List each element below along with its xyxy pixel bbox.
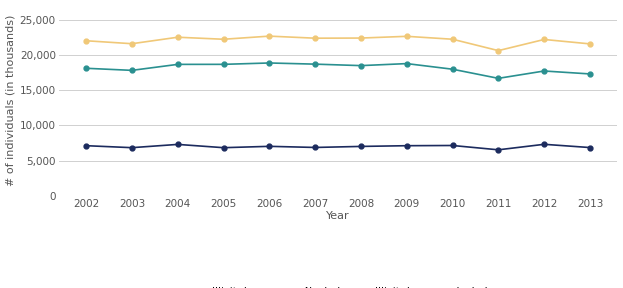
X-axis label: Year: Year	[326, 211, 350, 221]
Y-axis label: # of individuals (in thousands): # of individuals (in thousands)	[6, 15, 16, 186]
Legend: Illicit drugs, Alcohol, Illicit drugs or alcohol: Illicit drugs, Alcohol, Illicit drugs or…	[184, 283, 492, 288]
